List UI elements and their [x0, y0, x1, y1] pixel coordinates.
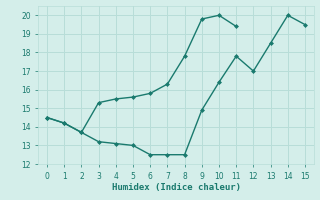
X-axis label: Humidex (Indice chaleur): Humidex (Indice chaleur): [111, 183, 241, 192]
